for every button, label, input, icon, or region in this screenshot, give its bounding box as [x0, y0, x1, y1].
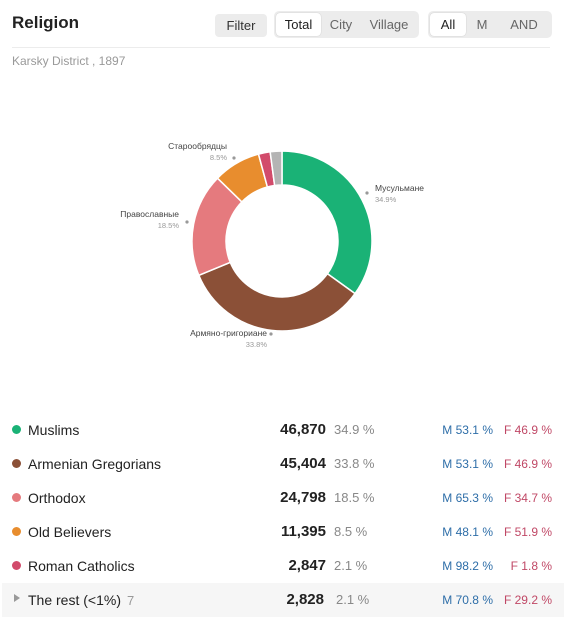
slice-label: Армяно-григориане: [190, 328, 267, 338]
area-toggle: Total City Village: [274, 11, 419, 38]
legend-name: Muslims: [28, 422, 80, 438]
sex-option-male[interactable]: M: [476, 17, 488, 32]
sex-option-female[interactable]: AND: [510, 17, 538, 32]
legend-name: Orthodox: [28, 490, 86, 506]
legend-color-dot: [12, 425, 21, 434]
slice-label: Православные: [120, 209, 179, 219]
donut-chart: Мусульмане 34.9% Армяно-григориане 33.8% Пра…: [120, 141, 424, 349]
male-share: M 98.2 %: [442, 559, 493, 573]
legend-percent: 33.8 %: [334, 456, 375, 471]
filter-button[interactable]: Filter: [215, 14, 267, 37]
donut-slice[interactable]: [269, 150, 283, 187]
slice-percent: 34.9%: [375, 195, 397, 204]
female-share: F 29.2 %: [503, 593, 552, 607]
legend-percent: 2.1 %: [334, 558, 368, 573]
header: Religion Filter Total City Village All M…: [0, 0, 566, 48]
slice-label: Мусульмане: [375, 183, 424, 193]
female-share: F 46.9 %: [503, 423, 552, 437]
legend-row[interactable]: Muslims 46,870 34.9 % M 53.1 % F 46.9 %: [0, 413, 566, 447]
donut-slice[interactable]: [197, 261, 357, 332]
legend-percent: 2.1 %: [336, 592, 370, 607]
slice-percent: 8.5%: [210, 153, 227, 162]
subtitle: Karsky District , 1897: [12, 54, 126, 68]
legend-name: The rest (<1%) 7: [28, 592, 135, 608]
legend-value: 46,870: [280, 421, 326, 438]
label-leader-dot: [269, 332, 273, 336]
legend-percent: 18.5 %: [334, 490, 375, 505]
legend-name: Old Believers: [28, 524, 112, 540]
male-share: M 53.1 %: [442, 457, 493, 471]
area-option-total[interactable]: Total: [276, 13, 321, 36]
legend-value: 11,395: [280, 523, 326, 540]
female-share: F 1.8 %: [510, 559, 552, 573]
legend-row-rest[interactable]: The rest (<1%) 7 2,828 2.1 % M 70.8 % F 29.2 …: [2, 583, 564, 617]
male-share: M 53.1 %: [442, 423, 493, 437]
legend-row[interactable]: Old Believers 11,395 8.5 % M 48.1 % F 51.9 %: [0, 515, 566, 549]
legend-color-dot: [12, 459, 21, 468]
legend-value: 45,404: [280, 455, 326, 472]
legend-name: Armenian Gregorians: [28, 456, 162, 472]
label-leader-dot: [365, 191, 369, 195]
page-title: Religion: [12, 13, 80, 32]
male-share: M 65.3 %: [442, 491, 493, 505]
area-option-city[interactable]: City: [329, 17, 353, 32]
legend-name: Roman Catholics: [28, 558, 135, 574]
slice-percent: 18.5%: [158, 221, 180, 230]
legend-value: 2,828: [286, 591, 324, 608]
header-divider: [12, 47, 550, 48]
legend-value: 2,847: [288, 557, 326, 574]
sex-toggle: All M AND: [428, 11, 552, 38]
legend-row[interactable]: Orthodox 24,798 18.5 % M 65.3 % F 34.7 %: [0, 481, 566, 515]
legend-color-dot: [12, 561, 21, 570]
legend-color-dot: [12, 527, 21, 536]
sex-option-all[interactable]: All: [430, 13, 466, 36]
slice-percent: 33.8%: [246, 340, 268, 349]
expand-triangle-icon[interactable]: [14, 594, 20, 602]
legend-percent: 8.5 %: [334, 524, 368, 539]
legend-percent: 34.9 %: [334, 422, 375, 437]
female-share: F 51.9 %: [503, 525, 552, 539]
label-leader-dot: [232, 156, 236, 160]
legend-value: 24,798: [280, 489, 326, 506]
slice-label: Старообрядцы: [168, 141, 227, 151]
legend-row[interactable]: Armenian Gregorians 45,404 33.8 % M 53.1 % F…: [0, 447, 566, 481]
area-option-village[interactable]: Village: [369, 17, 409, 32]
legend-color-dot: [12, 493, 21, 502]
female-share: F 34.7 %: [503, 491, 552, 505]
legend-row[interactable]: Roman Catholics 2,847 2.1 % M 98.2 % F 1.8 %: [0, 549, 566, 583]
donut-slice[interactable]: [281, 150, 373, 295]
female-share: F 46.9 %: [503, 457, 552, 471]
rest-count: 7: [126, 593, 135, 608]
label-leader-dot: [185, 220, 189, 224]
male-share: M 48.1 %: [442, 525, 493, 539]
male-share: M 70.8 %: [442, 593, 493, 607]
